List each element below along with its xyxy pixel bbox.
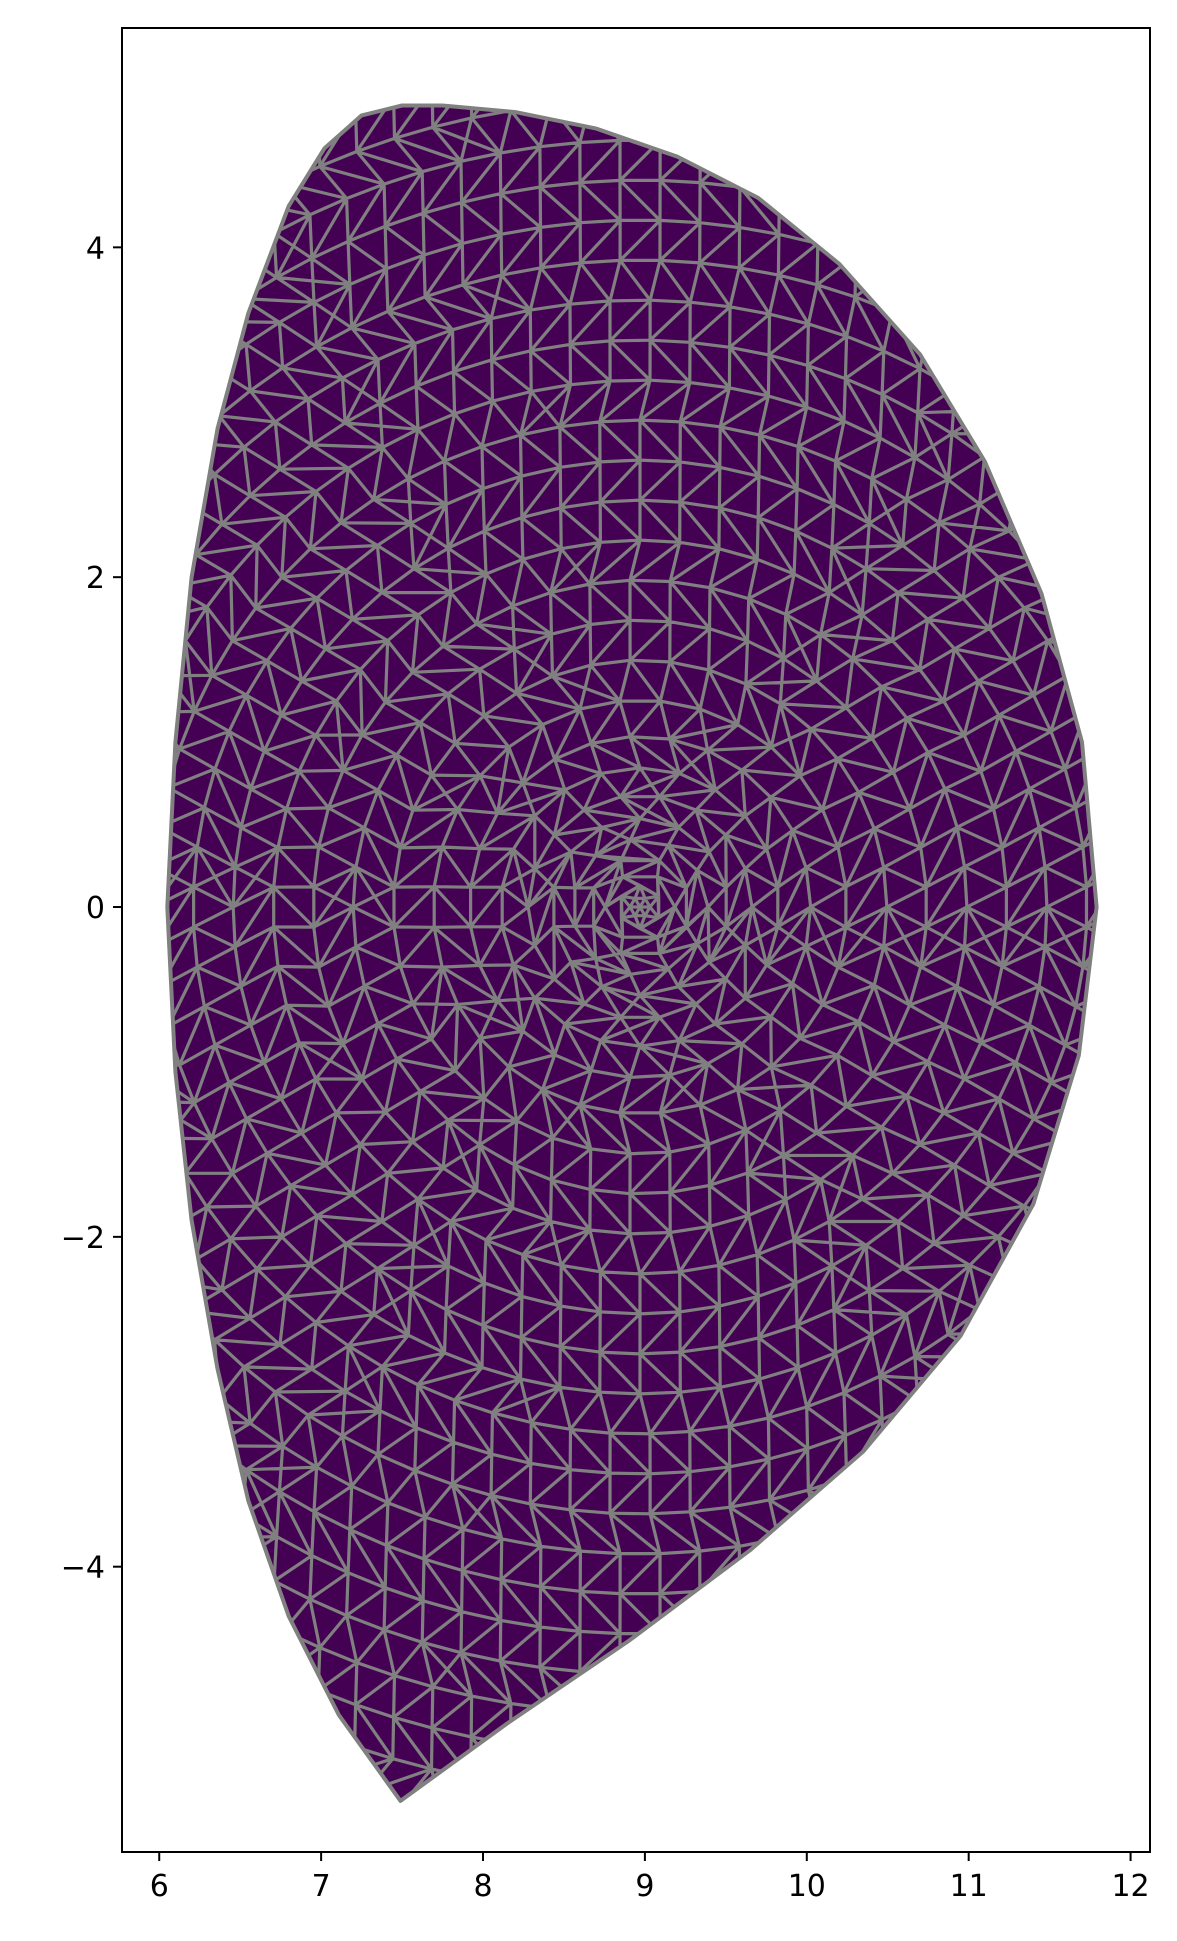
axes-layer: 6 7 8 9 10 11 12 −4 −2 0 2 4 xyxy=(61,27,1151,1904)
domain-boundary xyxy=(165,103,1099,1803)
x-tick-label: 12 xyxy=(1111,1869,1149,1904)
x-tick-label: 7 xyxy=(312,1869,331,1904)
x-tick-label: 11 xyxy=(950,1869,988,1904)
y-tick-label: −2 xyxy=(61,1221,105,1256)
axes-frame xyxy=(121,27,1151,1853)
x-tick-label: 8 xyxy=(473,1869,492,1904)
x-tick-label: 9 xyxy=(635,1869,654,1904)
y-tick-label: 0 xyxy=(86,891,105,926)
y-tick-label: 2 xyxy=(86,561,105,596)
y-tick-label: −4 xyxy=(61,1551,105,1586)
x-tick-label: 10 xyxy=(788,1869,826,1904)
x-tick-label: 6 xyxy=(150,1869,169,1904)
y-tick-label: 4 xyxy=(86,231,105,266)
